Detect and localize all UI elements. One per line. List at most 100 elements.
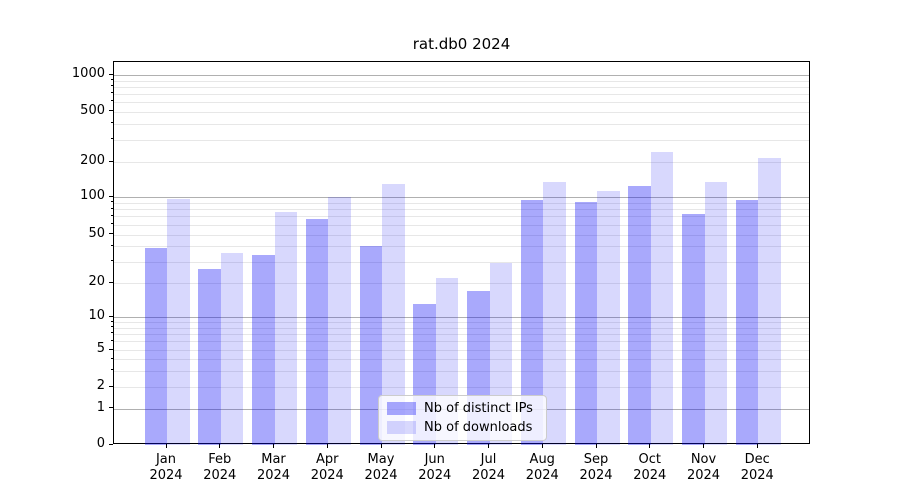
minor-gridline bbox=[114, 202, 809, 204]
minor-gridline bbox=[114, 261, 809, 263]
minor-gridline bbox=[114, 359, 809, 360]
minor-gridline bbox=[114, 93, 809, 95]
bar-distinct-ips-sep bbox=[574, 201, 597, 445]
y-tick-label: 20 bbox=[88, 274, 105, 289]
y-tick-mark bbox=[109, 315, 113, 317]
x-label-year: 2024 bbox=[310, 468, 344, 483]
y-minor-tick-mark bbox=[111, 348, 113, 350]
x-label-month: Nov bbox=[690, 452, 717, 467]
x-label-month: Dec bbox=[744, 452, 770, 467]
x-tick-mark bbox=[326, 444, 328, 448]
x-tick-mark bbox=[595, 444, 597, 448]
y-minor-tick-mark bbox=[111, 281, 113, 283]
y-tick-label: 1 bbox=[96, 399, 105, 415]
x-label-month: Jun bbox=[424, 452, 445, 467]
y-minor-tick-mark bbox=[111, 357, 113, 359]
x-tick-label: Dec 2024 bbox=[725, 452, 789, 484]
minor-gridline bbox=[114, 224, 809, 226]
legend-item-downloads: Nb of downloads bbox=[387, 420, 538, 435]
x-label-year: 2024 bbox=[579, 468, 613, 483]
minor-gridline bbox=[114, 209, 809, 211]
minor-gridline bbox=[114, 283, 809, 284]
x-tick-mark bbox=[703, 444, 704, 448]
x-label-year: 2024 bbox=[740, 468, 774, 483]
minor-gridline bbox=[114, 387, 809, 388]
x-tick-label: May 2024 bbox=[349, 452, 413, 484]
x-label-month: Jan bbox=[155, 452, 177, 467]
x-tick-label: Nov 2024 bbox=[672, 452, 736, 484]
x-label-month: Mar bbox=[261, 452, 286, 467]
x-label-year: 2024 bbox=[633, 468, 667, 483]
x-label-year: 2024 bbox=[525, 468, 559, 483]
minor-gridline bbox=[114, 80, 809, 82]
minor-gridline bbox=[114, 216, 809, 218]
bar-downloads-oct bbox=[650, 151, 674, 445]
x-tick-label: Feb 2024 bbox=[188, 452, 252, 484]
major-gridline bbox=[114, 317, 809, 318]
y-minor-tick-mark bbox=[111, 79, 113, 81]
y-minor-tick-mark bbox=[111, 138, 113, 140]
y-tick-label: 1000 bbox=[71, 66, 105, 81]
minor-gridline bbox=[114, 350, 809, 351]
x-tick-mark bbox=[488, 444, 489, 448]
minor-gridline bbox=[114, 101, 809, 103]
y-tick-label: 10 bbox=[88, 308, 105, 323]
bar-distinct-ips-may bbox=[359, 246, 382, 445]
x-label-year: 2024 bbox=[256, 468, 291, 483]
y-minor-tick-mark bbox=[111, 122, 113, 124]
bar-distinct-ips-nov bbox=[682, 214, 705, 445]
y-minor-tick-mark bbox=[111, 260, 113, 262]
minor-gridline bbox=[114, 327, 809, 329]
bar-distinct-ips-mar bbox=[252, 254, 275, 445]
legend-label-distinct-ips: Nb of distinct IPs bbox=[424, 401, 533, 416]
x-tick-mark bbox=[756, 444, 758, 448]
bar-distinct-ips-dec bbox=[735, 199, 759, 445]
minor-gridline bbox=[114, 322, 809, 324]
x-tick-label: Mar 2024 bbox=[242, 452, 306, 484]
x-tick-label: Jul 2024 bbox=[457, 452, 521, 484]
x-label-year: 2024 bbox=[471, 468, 506, 483]
bar-distinct-ips-feb bbox=[198, 269, 221, 445]
x-label-month: Oct bbox=[638, 452, 661, 467]
x-tick-mark bbox=[649, 444, 651, 448]
minor-gridline bbox=[114, 246, 809, 248]
bar-distinct-ips-aug bbox=[520, 199, 544, 445]
minor-gridline bbox=[114, 341, 809, 343]
y-minor-tick-mark bbox=[111, 339, 113, 341]
minor-gridline bbox=[114, 86, 809, 88]
y-tick-label: 0 bbox=[96, 436, 105, 451]
legend-swatch-downloads bbox=[387, 421, 416, 434]
x-label-year: 2024 bbox=[364, 468, 398, 483]
y-minor-tick-mark bbox=[111, 214, 113, 216]
plot-area bbox=[113, 61, 810, 445]
legend-swatch-distinct-ips bbox=[387, 402, 416, 415]
x-label-month: May bbox=[367, 452, 395, 467]
major-gridline bbox=[114, 75, 809, 76]
y-tick-mark bbox=[109, 443, 113, 445]
y-minor-tick-mark bbox=[111, 320, 113, 322]
legend: Nb of distinct IPs Nb of downloads bbox=[378, 395, 547, 441]
x-tick-label: Aug 2024 bbox=[510, 452, 574, 484]
minor-gridline bbox=[114, 333, 809, 335]
y-tick-mark bbox=[109, 73, 113, 75]
bar-distinct-ips-jan bbox=[144, 247, 167, 445]
x-tick-mark bbox=[219, 444, 221, 448]
legend-item-distinct-ips: Nb of distinct IPs bbox=[387, 401, 538, 416]
y-minor-tick-mark bbox=[111, 385, 113, 387]
y-tick-label: 2 bbox=[96, 378, 105, 393]
bar-downloads-sep bbox=[597, 191, 620, 445]
y-minor-tick-mark bbox=[111, 92, 113, 94]
y-minor-tick-mark bbox=[111, 244, 113, 246]
x-tick-label: Apr 2024 bbox=[295, 452, 359, 484]
y-minor-tick-mark bbox=[111, 332, 113, 334]
y-minor-tick-mark bbox=[111, 207, 113, 209]
x-tick-label: Jun 2024 bbox=[403, 452, 467, 484]
y-tick-mark bbox=[109, 407, 113, 408]
minor-gridline bbox=[114, 234, 809, 236]
chart-title: rat.db0 2024 bbox=[412, 35, 511, 53]
x-label-year: 2024 bbox=[686, 468, 721, 483]
x-label-year: 2024 bbox=[418, 468, 452, 483]
y-tick-label: 5 bbox=[96, 341, 105, 356]
y-minor-tick-mark bbox=[111, 100, 113, 102]
